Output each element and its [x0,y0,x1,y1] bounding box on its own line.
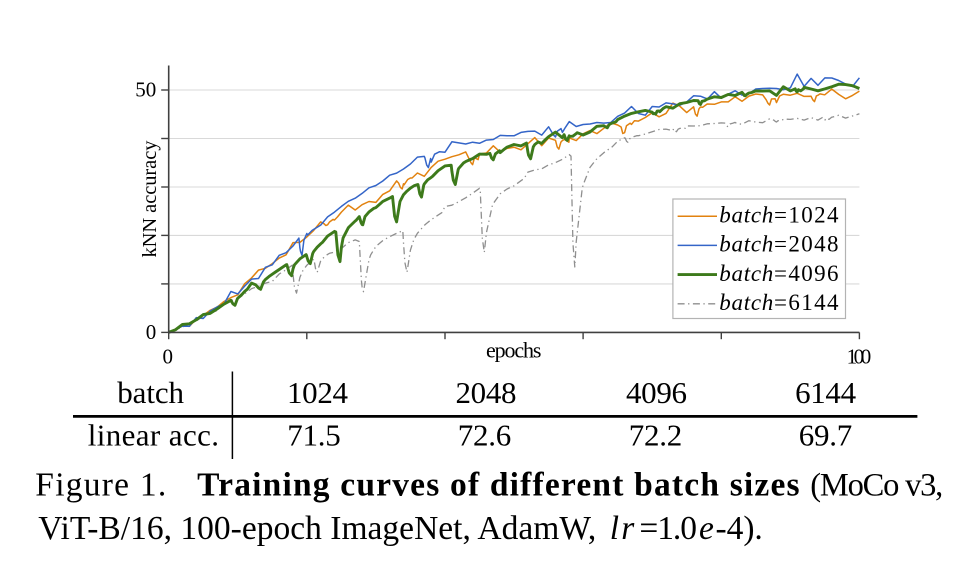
svg-text:(MoCo v3,: (MoCo v3, [810,468,943,504]
svg-text:lr: lr [610,510,635,547]
svg-text:batch=1024: batch=1024 [719,202,839,227]
svg-text:100: 100 [847,345,872,369]
svg-text:4096: 4096 [626,375,687,410]
svg-text:0: 0 [146,320,157,344]
svg-text:6144: 6144 [795,375,857,410]
svg-text:=1.0: =1.0 [639,510,697,547]
svg-text:batch: batch [117,375,184,410]
svg-text:50: 50 [135,78,156,102]
svg-text:batch=2048: batch=2048 [719,232,838,257]
svg-text:ViT-B/16, 100-epoch ImageNet,: ViT-B/16, 100-epoch ImageNet, AdamW, [38,510,596,547]
svg-text:-4).: -4). [716,510,763,547]
svg-text:linear acc.: linear acc. [88,418,219,453]
svg-text:71.5: 71.5 [287,418,341,453]
svg-text:batch=6144: batch=6144 [719,290,839,315]
svg-text:Figure 1.: Figure 1. [35,467,166,504]
svg-text:epochs: epochs [486,338,542,363]
svg-text:2048: 2048 [456,375,517,410]
svg-text:kNN accuracy: kNN accuracy [139,140,161,258]
svg-text:72.6: 72.6 [458,418,512,453]
svg-text:0: 0 [162,345,173,369]
svg-text:69.7: 69.7 [799,418,853,453]
svg-text:batch=4096: batch=4096 [719,261,838,286]
svg-text:72.2: 72.2 [629,418,683,453]
svg-text:Training curves of different b: Training curves of different batch sizes [197,467,800,504]
svg-text:1024: 1024 [287,375,349,410]
svg-text:e: e [699,510,714,547]
